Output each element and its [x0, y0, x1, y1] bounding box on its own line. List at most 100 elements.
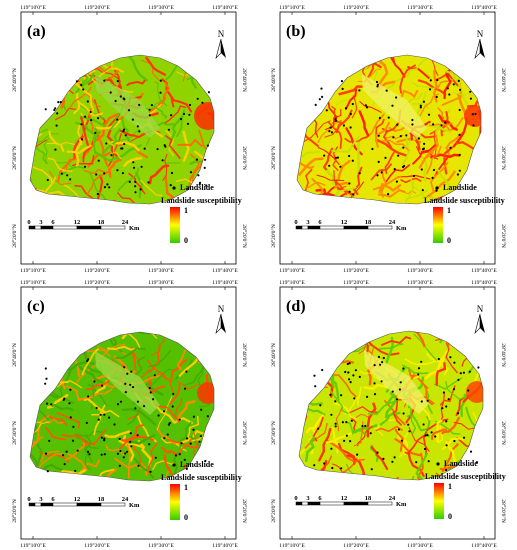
- landslide-point: [103, 439, 106, 442]
- texture-stroke: [191, 332, 200, 357]
- texture-stroke: [124, 332, 158, 339]
- landslide-point: [149, 391, 152, 394]
- texture-stroke: [43, 137, 50, 164]
- latitude-ticks-right: 28°40'0"N 28°30'0"N 28°20'0"N: [241, 68, 248, 248]
- texture-stroke: [47, 157, 73, 172]
- texture-stroke: [30, 372, 32, 398]
- landslide-point: [411, 118, 414, 122]
- landslide-point: [403, 164, 406, 168]
- landslide-point: [157, 414, 160, 417]
- scale-bar-segment: [307, 225, 321, 230]
- landslide-point: [108, 186, 111, 189]
- scale-bar-tick-label: 12: [341, 219, 348, 226]
- texture-stroke: [434, 420, 461, 435]
- landslide-point: [54, 148, 57, 151]
- landslide-point: [424, 434, 427, 437]
- texture-stroke: [482, 452, 483, 468]
- landslide-point: [437, 357, 440, 361]
- legend-ramp-title: Landslide susceptibility: [424, 196, 505, 205]
- landslide-point: [134, 191, 137, 194]
- texture-stroke: [299, 398, 303, 407]
- landslide-point: [395, 96, 398, 99]
- texture-stroke: [409, 404, 417, 435]
- landslide-point: [119, 95, 122, 98]
- scale-bar-segment: [40, 502, 54, 507]
- scale-bar-segment: [343, 225, 369, 230]
- scale-bar-tick-label: 24: [389, 219, 396, 226]
- texture-stroke: [51, 332, 79, 352]
- landslide-point: [427, 460, 430, 463]
- texture-stroke: [82, 55, 97, 62]
- study-area: [296, 54, 482, 205]
- texture-stroke: [404, 177, 414, 203]
- landslide-point: [445, 469, 448, 472]
- texture-stroke: [106, 345, 139, 351]
- landslide-point: [131, 386, 135, 389]
- texture-stroke: [440, 349, 449, 376]
- texture-stroke: [303, 354, 329, 368]
- scale-bar-unit: Km: [396, 501, 407, 508]
- landslide-point: [343, 439, 346, 442]
- landslide-point: [471, 113, 474, 116]
- latitude-label: 28°40'0"N: [270, 343, 277, 367]
- texture-stroke: [457, 333, 478, 356]
- scale-bar-tick-label: 18: [365, 219, 372, 226]
- landslide-point: [376, 83, 379, 86]
- texture-stroke: [69, 86, 92, 109]
- landslide-point: [469, 450, 473, 453]
- landslide-point: [192, 415, 195, 418]
- longitude-ticks-bottom: 119°10'0"E 119°20'0"E 119°30'0"E 119°40'0"E: [279, 536, 497, 549]
- scale-bar-segment: [28, 502, 36, 507]
- texture-stroke: [438, 114, 458, 131]
- texture-stroke: [329, 374, 357, 398]
- landslide-point: [377, 134, 380, 137]
- texture-stroke: [370, 163, 392, 181]
- texture-stroke: [394, 428, 404, 452]
- landslide-point: [86, 100, 89, 103]
- scale-bar-segment: [301, 225, 309, 230]
- landslide-point: [313, 374, 316, 377]
- north-arrow-right-icon: [480, 314, 485, 333]
- panel-label: (a): [27, 23, 46, 40]
- landslide-point: [46, 470, 49, 473]
- texture-stroke: [415, 452, 428, 480]
- landslide-point: [344, 370, 347, 374]
- texture-stroke: [40, 463, 64, 473]
- landslide-point: [53, 108, 56, 112]
- texture-stroke: [437, 421, 443, 444]
- texture-stroke: [437, 55, 470, 59]
- landslide-point: [113, 423, 116, 426]
- landslide-point: [140, 165, 143, 168]
- landslide-point: [116, 80, 119, 83]
- texture-stroke: [48, 170, 72, 186]
- north-label: N: [218, 29, 225, 39]
- texture-stroke: [430, 161, 449, 192]
- landslide-point: [407, 423, 410, 426]
- texture-stroke: [452, 55, 471, 68]
- landslide-point: [459, 88, 462, 91]
- landslide-point: [446, 87, 449, 90]
- landslide-point: [387, 193, 390, 196]
- landslide-point: [156, 148, 159, 151]
- landslide-point: [136, 125, 139, 128]
- scale-bar-segment: [295, 501, 303, 506]
- texture-stroke: [91, 388, 113, 398]
- landslide-point: [121, 172, 124, 175]
- latitude-label: 28°30'0"N: [241, 146, 248, 170]
- texture-stroke: [376, 418, 397, 430]
- landslide-point: [109, 91, 112, 94]
- longitude-label: 119°20'0"E: [343, 542, 369, 549]
- longitude-label: 119°10'0"E: [20, 4, 46, 11]
- landslide-point: [110, 154, 113, 157]
- latitude-ticks-left: 28°40'0"N 28°30'0"N 28°20'0"N: [270, 343, 277, 523]
- landslide-point: [128, 180, 131, 183]
- texture-stroke: [93, 404, 106, 436]
- landslide-point: [358, 172, 361, 175]
- legend-ramp-min: 0: [184, 513, 188, 522]
- north-arrow-left-icon: [474, 313, 481, 334]
- landslide-point: [336, 156, 339, 159]
- texture-stroke: [399, 64, 416, 94]
- texture-stroke: [297, 98, 305, 122]
- texture-stroke: [297, 199, 299, 204]
